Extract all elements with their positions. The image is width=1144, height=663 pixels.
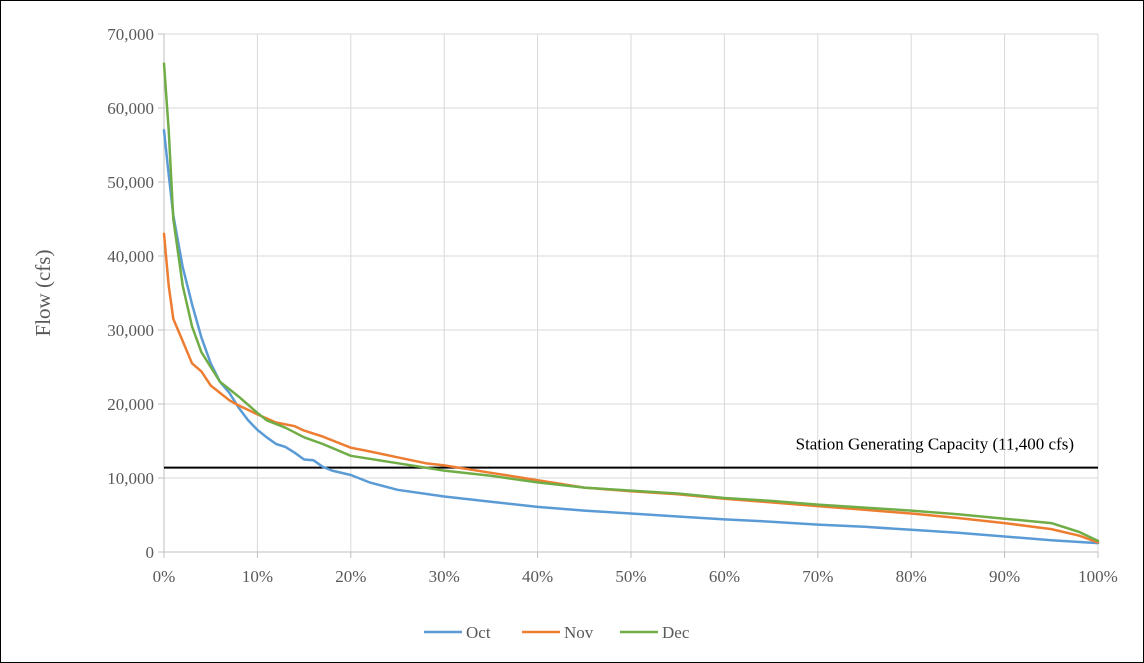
y-tick-label: 60,000	[107, 99, 154, 118]
x-tick-label: 50%	[615, 567, 646, 586]
series-line-oct	[162, 128, 1100, 545]
y-tick-label: 70,000	[107, 25, 154, 44]
y-axis-label: Flow (cfs)	[31, 250, 55, 337]
x-tick-label: 30%	[429, 567, 460, 586]
legend-label-dec: Dec	[662, 623, 690, 642]
y-tick-label: 40,000	[107, 247, 154, 266]
gridlines	[164, 33, 1099, 552]
legend-label-oct: Oct	[466, 623, 491, 642]
x-tick-label: 60%	[709, 567, 740, 586]
series-line-dec	[162, 62, 1100, 543]
y-tick-label: 20,000	[107, 395, 154, 414]
y-tick-label: 50,000	[107, 173, 154, 192]
x-tick-label: 80%	[896, 567, 927, 586]
legend: Oct Nov Dec	[424, 623, 690, 642]
axes	[158, 33, 1099, 558]
x-tick-label: 70%	[802, 567, 833, 586]
capacity-label: Station Generating Capacity (11,400 cfs)	[796, 435, 1074, 454]
x-tick-label: 100%	[1078, 567, 1118, 586]
x-tick-label: 10%	[242, 567, 273, 586]
tick-labels: 0 10,000 20,000 30,000 40,000 50,000 60,000 70,…	[107, 25, 1118, 586]
y-tick-label: 10,000	[107, 469, 154, 488]
reference-line-group: Station Generating Capacity (11,400 cfs)	[164, 435, 1098, 469]
x-tick-label: 90%	[989, 567, 1020, 586]
x-tick-label: 0%	[153, 567, 176, 586]
series-line-nov	[162, 232, 1100, 544]
series-lines	[162, 62, 1100, 545]
x-tick-label: 20%	[335, 567, 366, 586]
legend-label-nov: Nov	[564, 623, 594, 642]
y-tick-label: 0	[146, 543, 155, 562]
y-tick-label: 30,000	[107, 321, 154, 340]
x-tick-label: 40%	[522, 567, 553, 586]
